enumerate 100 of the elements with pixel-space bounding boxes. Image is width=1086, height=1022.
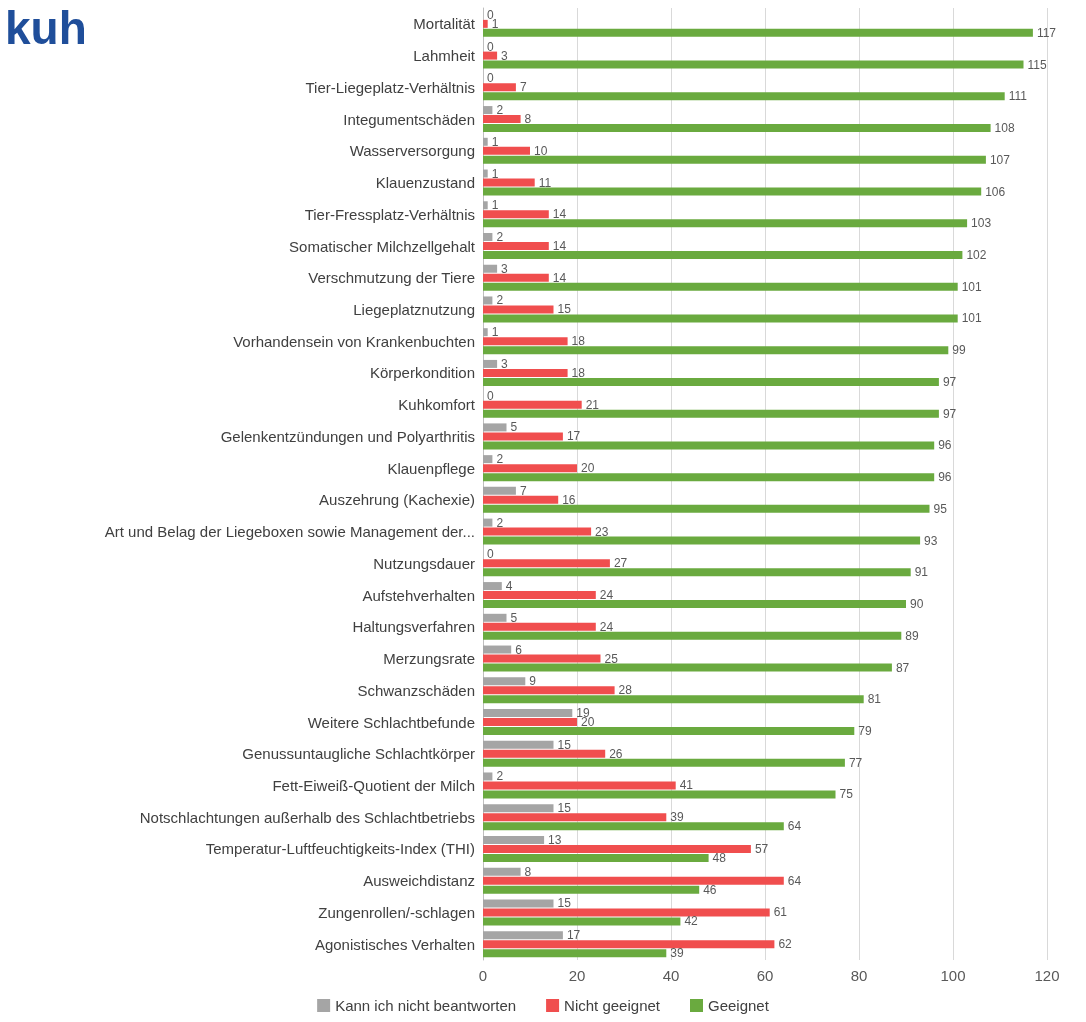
bar <box>483 106 493 115</box>
data-label: 14 <box>552 270 567 285</box>
data-label: 41 <box>679 778 694 793</box>
data-label: 0 <box>487 7 494 22</box>
bar <box>483 346 949 355</box>
data-label: 20 <box>581 461 595 476</box>
y-tick-label: Aufstehverhalten <box>362 586 475 604</box>
y-tick-label: Tier-Fressplatz-Verhältnis <box>304 205 475 223</box>
bar <box>483 273 549 282</box>
bar <box>483 591 596 600</box>
y-tick-label: Gelenkentzündungen und Polyarthritis <box>220 427 475 445</box>
data-label: 17 <box>566 928 581 943</box>
x-tick-label: 20 <box>568 967 586 984</box>
data-label: 9 <box>529 674 537 689</box>
bar <box>483 568 911 577</box>
bar <box>483 377 939 386</box>
data-label: 64 <box>787 873 802 888</box>
x-tick-label: 60 <box>756 967 774 984</box>
bar <box>483 201 488 210</box>
data-label: 111 <box>1008 89 1028 104</box>
bar <box>483 613 507 622</box>
y-tick-label: Lahmheit <box>413 47 476 65</box>
y-tick-label: Ausweichdistanz <box>363 872 475 890</box>
legend-label: Kann ich nicht beantworten <box>335 997 517 1014</box>
bar <box>483 686 615 695</box>
data-label: 0 <box>487 388 494 403</box>
data-label: 1 <box>491 198 499 213</box>
data-label: 95 <box>933 501 948 516</box>
bar <box>483 146 530 155</box>
data-label: 8 <box>524 112 532 127</box>
data-label: 93 <box>924 533 938 548</box>
data-label: 108 <box>994 121 1015 136</box>
bar <box>483 758 845 767</box>
bar <box>483 60 1024 69</box>
data-label: 101 <box>961 279 983 294</box>
y-tick-label: Nutzungsdauer <box>373 554 475 572</box>
bar <box>483 663 892 672</box>
data-label: 96 <box>938 470 952 485</box>
data-label: 15 <box>557 737 572 752</box>
data-label: 3 <box>501 261 509 276</box>
y-tick-label: Haltungsverfahren <box>352 618 475 636</box>
x-tick-label: 100 <box>940 967 966 984</box>
data-label: 15 <box>557 801 572 816</box>
data-label: 4 <box>505 579 513 594</box>
bar <box>483 178 535 187</box>
y-tick-label: Auszehrung (Kachexie) <box>319 491 475 509</box>
y-tick-label: Somatischer Milchzellgehalt <box>289 237 476 255</box>
bar <box>483 876 784 885</box>
data-label: 24 <box>599 588 614 603</box>
bar <box>483 835 545 844</box>
bar <box>483 314 958 323</box>
bar <box>483 645 512 654</box>
x-tick-label: 0 <box>478 967 488 984</box>
data-label: 17 <box>566 429 581 444</box>
bar <box>483 917 681 926</box>
bar <box>483 51 498 60</box>
bar <box>483 536 921 545</box>
bar <box>483 654 601 663</box>
bar <box>483 328 488 337</box>
data-label: 57 <box>754 841 769 856</box>
data-label: 1 <box>491 166 499 181</box>
bar <box>483 749 606 758</box>
data-label: 18 <box>571 334 586 349</box>
x-tick-label: 120 <box>1034 967 1060 984</box>
bar <box>483 600 906 609</box>
bar <box>483 169 488 178</box>
data-label: 2 <box>496 293 504 308</box>
bar <box>483 337 568 346</box>
data-label: 8 <box>524 864 532 879</box>
y-tick-label: Temperatur-Luftfeuchtigkeits-Index (THI) <box>205 840 475 858</box>
data-label: 97 <box>942 406 957 421</box>
bar <box>483 908 770 917</box>
bar <box>483 368 568 377</box>
data-label: 26 <box>609 746 623 761</box>
bar <box>483 949 667 958</box>
bar <box>483 940 775 949</box>
data-label: 79 <box>858 724 872 738</box>
bar <box>483 781 676 790</box>
bar <box>483 822 784 831</box>
y-tick-label: Klauenpflege <box>387 459 475 477</box>
y-tick-label: Tier-Liegeplatz-Verhältnis <box>305 78 475 96</box>
y-tick-label: Notschlachtungen außerhalb des Schlachtbetriebs <box>139 808 475 826</box>
bar <box>483 772 493 781</box>
bar <box>483 473 935 482</box>
data-label: 39 <box>670 810 684 825</box>
bar <box>483 813 667 822</box>
data-label: 0 <box>487 71 494 86</box>
bar <box>483 464 577 473</box>
data-label: 10 <box>534 143 548 158</box>
data-label: 89 <box>905 628 919 643</box>
data-label: 46 <box>703 882 717 897</box>
data-label: 23 <box>595 524 609 539</box>
data-label: 1 <box>491 325 499 340</box>
y-tick-label: Schwanzschäden <box>357 681 475 699</box>
data-label: 14 <box>552 239 567 253</box>
bar <box>483 187 982 196</box>
data-label: 3 <box>501 356 509 371</box>
bar <box>483 527 592 536</box>
bar <box>483 210 549 219</box>
data-label: 87 <box>895 660 910 675</box>
